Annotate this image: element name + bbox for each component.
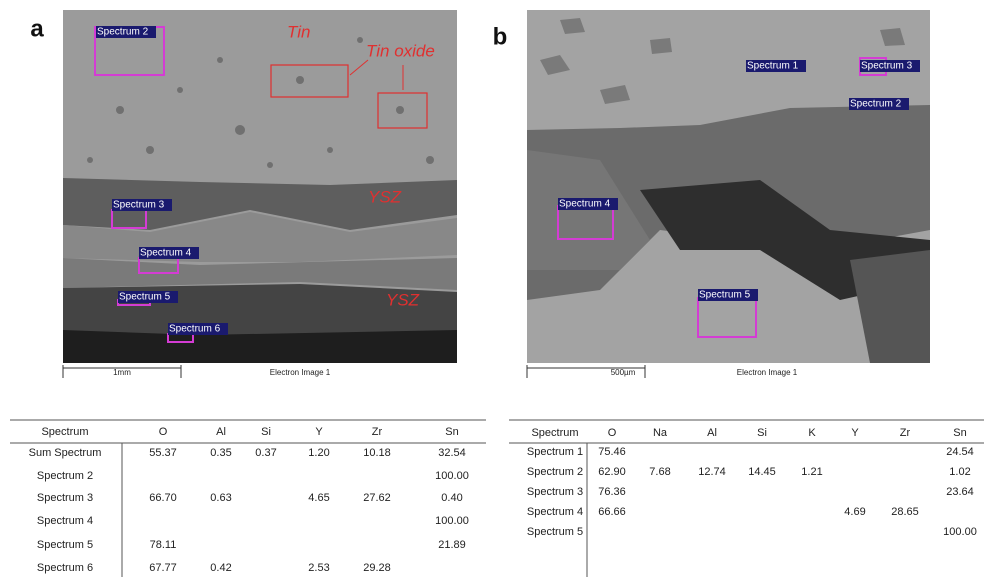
- panel-label: b: [493, 23, 508, 50]
- table-cell: 0.63: [210, 492, 231, 504]
- table-header: Sn: [445, 426, 458, 438]
- table-cell: 12.74: [698, 466, 726, 478]
- table-cell: 76.36: [598, 486, 626, 498]
- spectrum-label: Spectrum 4: [140, 248, 192, 259]
- table-cell: 100.00: [943, 526, 977, 538]
- image-caption: Electron Image 1: [270, 368, 331, 377]
- table-cell: 78.11: [150, 539, 177, 551]
- table-header: Al: [216, 426, 226, 438]
- panel-label: a: [30, 15, 44, 42]
- table-header: Spectrum: [531, 427, 578, 439]
- table-header: Spectrum: [41, 426, 88, 438]
- spectrum-label: Spectrum 2: [97, 27, 149, 38]
- table-cell: 55.37: [149, 447, 177, 459]
- spectrum-label: Spectrum 5: [119, 292, 171, 303]
- table-cell: 27.62: [363, 492, 391, 504]
- table-cell: Spectrum 3: [527, 486, 583, 498]
- table-cell: 24.54: [946, 446, 974, 458]
- table-cell: Spectrum 6: [37, 562, 93, 574]
- annotation: YSZ: [386, 290, 420, 309]
- table-cell: 29.28: [363, 562, 391, 574]
- table-cell: Spectrum 2: [527, 466, 583, 478]
- table-cell: 21.89: [438, 539, 466, 551]
- figure: a Spectrum 2 Spectrum 3 Spectrum 4 Spectrum …: [0, 0, 985, 577]
- annotation: Tin oxide: [366, 41, 435, 60]
- table-cell: 75.46: [598, 446, 626, 458]
- table-cell: 0.37: [255, 447, 276, 459]
- table-cell: Spectrum 5: [527, 526, 583, 538]
- spectrum-label: Spectrum 1: [747, 61, 799, 72]
- annotation: Tin: [287, 22, 310, 41]
- scale-label: 1mm: [113, 368, 131, 377]
- table-cell: 0.40: [441, 492, 462, 504]
- table-cell: Spectrum 5: [37, 539, 93, 551]
- table-cell: Spectrum 4: [37, 515, 93, 527]
- table-cell: 1.20: [308, 447, 329, 459]
- table-header: Y: [851, 427, 859, 439]
- table-header: O: [608, 427, 617, 439]
- table-cell: 14.45: [748, 466, 776, 478]
- scale-label: 500µm: [611, 368, 636, 377]
- table-cell: 28.65: [891, 506, 919, 518]
- table-cell: 32.54: [438, 447, 466, 459]
- table-cell: 1.21: [801, 466, 822, 478]
- table-cell: 2.53: [308, 562, 329, 574]
- table-cell: Spectrum 4: [527, 506, 583, 518]
- table-cell: 100.00: [435, 470, 469, 482]
- table-cell: 66.70: [149, 492, 177, 504]
- spectrum-label: Spectrum 5: [699, 290, 751, 301]
- image-caption: Electron Image 1: [737, 368, 798, 377]
- table-cell: Sum Spectrum: [29, 447, 102, 459]
- table-header: Y: [315, 426, 323, 438]
- spectrum-label: Spectrum 3: [861, 61, 913, 72]
- table-cell: 7.68: [649, 466, 670, 478]
- spectrum-label: Spectrum 3: [113, 200, 165, 211]
- table-cell: 0.42: [210, 562, 231, 574]
- table-cell: Spectrum 3: [37, 492, 93, 504]
- table-header: Si: [261, 426, 271, 438]
- table-cell: 0.35: [210, 447, 231, 459]
- spectrum-label: Spectrum 2: [850, 99, 902, 110]
- spectrum-label: Spectrum 6: [169, 324, 221, 335]
- table-cell: 62.90: [598, 466, 626, 478]
- table-cell: 4.69: [844, 506, 865, 518]
- spectrum-label: Spectrum 4: [559, 199, 611, 210]
- table-cell: 23.64: [946, 486, 974, 498]
- table-header: Sn: [953, 427, 966, 439]
- table-cell: 10.18: [363, 447, 391, 459]
- table-cell: 100.00: [435, 515, 469, 527]
- table-cell: Spectrum 2: [37, 470, 93, 482]
- annotation: YSZ: [368, 187, 402, 206]
- table-header: Si: [757, 427, 767, 439]
- table-cell: Spectrum 1: [527, 446, 583, 458]
- table-header: Al: [707, 427, 717, 439]
- table-header: Zr: [900, 427, 911, 439]
- table-header: K: [808, 427, 816, 439]
- table-header: O: [159, 426, 168, 438]
- table-header: Zr: [372, 426, 383, 438]
- table-cell: 67.77: [149, 562, 177, 574]
- table-cell: 66.66: [598, 506, 626, 518]
- table-cell: 4.65: [308, 492, 329, 504]
- table-cell: 1.02: [949, 466, 970, 478]
- table-header: Na: [653, 427, 668, 439]
